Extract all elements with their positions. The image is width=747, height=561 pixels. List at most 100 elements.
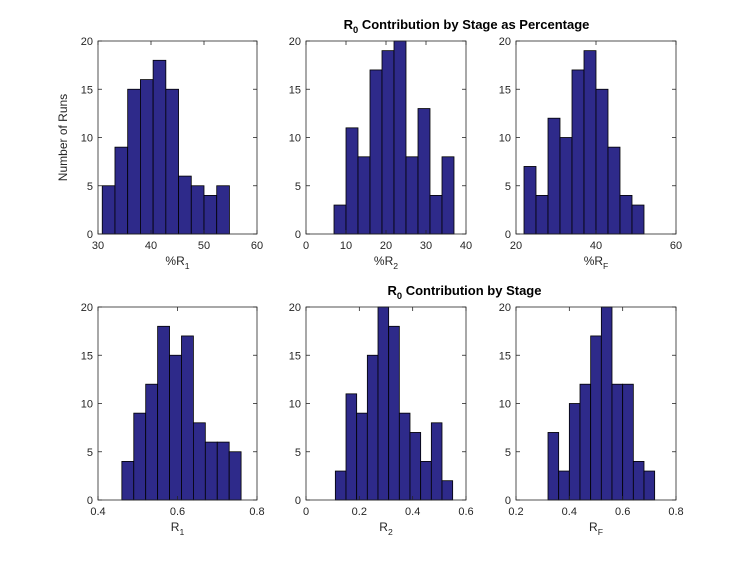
bar-11 bbox=[441, 480, 454, 501]
x-tick-label: 0.2 bbox=[352, 506, 367, 518]
x-axis-label: %RF bbox=[584, 254, 609, 271]
bar-6 bbox=[388, 325, 400, 501]
x-tick-label: 0.8 bbox=[668, 506, 683, 518]
bar-10 bbox=[228, 451, 242, 501]
subplot-title-sub: 0 bbox=[397, 291, 402, 301]
bar-3 bbox=[568, 403, 581, 501]
x-tick-label: 20 bbox=[380, 240, 392, 252]
bar-4 bbox=[369, 69, 383, 235]
y-tick-label: 0 bbox=[295, 495, 301, 507]
x-axis-label-sub: 1 bbox=[185, 261, 190, 271]
bar-3 bbox=[357, 156, 371, 235]
y-tick-label: 0 bbox=[505, 495, 511, 507]
bar-4 bbox=[366, 354, 379, 501]
y-tick-label: 20 bbox=[81, 36, 93, 48]
x-tick-label: 0.6 bbox=[615, 506, 630, 518]
y-tick-label: 10 bbox=[81, 399, 93, 411]
bar-7 bbox=[405, 156, 419, 235]
bar-5 bbox=[571, 69, 585, 235]
bar-9 bbox=[429, 194, 443, 235]
subplot-title: R0 Contribution by Stage as Percentage bbox=[344, 17, 590, 35]
x-tick-label: 40 bbox=[590, 240, 602, 252]
y-tick-label: 20 bbox=[499, 302, 511, 314]
bar-1 bbox=[523, 166, 537, 235]
bar-1 bbox=[101, 185, 116, 235]
x-tick-label: 0.2 bbox=[508, 506, 523, 518]
x-axis-label-main: %R bbox=[374, 254, 394, 268]
bar-9 bbox=[632, 460, 645, 501]
subplot-5: 0 0.2 0.4 0.6 0 5 10 15 20 R2 bbox=[289, 302, 474, 537]
subplot-6: 0.2 0.4 0.6 0.8 0 5 10 15 20 RF bbox=[499, 302, 684, 537]
bar-9 bbox=[619, 194, 633, 235]
bar-8 bbox=[607, 146, 621, 235]
bar-6 bbox=[583, 50, 597, 235]
y-tick-label: 10 bbox=[289, 133, 301, 145]
bar-3 bbox=[127, 88, 141, 235]
bar-5 bbox=[152, 59, 167, 235]
bar-2 bbox=[535, 194, 549, 235]
bar-10 bbox=[643, 470, 656, 501]
y-tick-label: 5 bbox=[295, 181, 301, 193]
subplot-2: 0 10 20 30 40 0 5 10 15 20 %R2 bbox=[289, 36, 472, 271]
x-tick-label: 0.6 bbox=[170, 506, 185, 518]
y-tick-label: 15 bbox=[289, 84, 301, 96]
y-tick-label: 10 bbox=[499, 133, 511, 145]
x-axis-label-sub: 2 bbox=[388, 527, 393, 537]
bar-6 bbox=[181, 335, 194, 501]
bar-4 bbox=[579, 383, 592, 501]
bar-6 bbox=[393, 40, 407, 235]
x-tick-label: 40 bbox=[145, 240, 157, 252]
x-axis-label: RF bbox=[589, 520, 603, 537]
subplot-title-sub: 0 bbox=[353, 25, 358, 35]
x-axis-label-main: %R bbox=[165, 254, 185, 268]
x-tick-label: 30 bbox=[420, 240, 432, 252]
y-tick-label: 10 bbox=[499, 399, 511, 411]
bar-7 bbox=[595, 88, 609, 235]
subplot-title: R0 Contribution by Stage bbox=[388, 283, 542, 301]
y-tick-label: 5 bbox=[505, 181, 511, 193]
bar-1 bbox=[547, 432, 560, 501]
x-tick-label: 0.4 bbox=[405, 506, 420, 518]
bar-3 bbox=[356, 412, 368, 501]
bar-5 bbox=[169, 354, 182, 501]
x-tick-label: 0 bbox=[303, 506, 309, 518]
x-tick-label: 30 bbox=[92, 240, 104, 252]
y-axis-label: Number of Runs bbox=[56, 94, 70, 181]
y-tick-label: 5 bbox=[505, 447, 511, 459]
x-axis-label-sub: F bbox=[598, 527, 603, 537]
x-axis-label-main: R bbox=[171, 520, 180, 534]
bar-8 bbox=[204, 441, 218, 501]
x-tick-label: 20 bbox=[510, 240, 522, 252]
bar-8 bbox=[190, 185, 205, 235]
bar-5 bbox=[377, 306, 390, 501]
x-tick-label: 0.6 bbox=[458, 506, 473, 518]
y-tick-label: 20 bbox=[289, 36, 301, 48]
bar-8 bbox=[409, 432, 422, 501]
y-tick-label: 20 bbox=[289, 302, 301, 314]
bar-7 bbox=[398, 412, 411, 501]
bar-10 bbox=[631, 204, 645, 235]
x-axis-label-main: R bbox=[379, 520, 388, 534]
bar-10 bbox=[216, 185, 230, 235]
bar-4 bbox=[157, 325, 170, 501]
y-tick-label: 15 bbox=[499, 84, 511, 96]
x-axis-label-main: R bbox=[589, 520, 598, 534]
x-axis-label-sub: 2 bbox=[393, 261, 398, 271]
subplot-title-main: R bbox=[344, 17, 354, 32]
bar-9 bbox=[420, 460, 432, 501]
bar-9 bbox=[203, 194, 218, 235]
bar-3 bbox=[547, 117, 561, 235]
bar-5 bbox=[590, 335, 602, 501]
bar-4 bbox=[139, 79, 154, 235]
bar-2 bbox=[558, 470, 570, 501]
bar-5 bbox=[381, 50, 395, 235]
x-tick-label: 40 bbox=[460, 240, 472, 252]
bar-4 bbox=[559, 137, 573, 235]
x-axis-label: %R2 bbox=[374, 254, 398, 271]
bar-9 bbox=[216, 441, 230, 501]
y-tick-label: 5 bbox=[87, 447, 93, 459]
x-tick-label: 0.4 bbox=[90, 506, 105, 518]
